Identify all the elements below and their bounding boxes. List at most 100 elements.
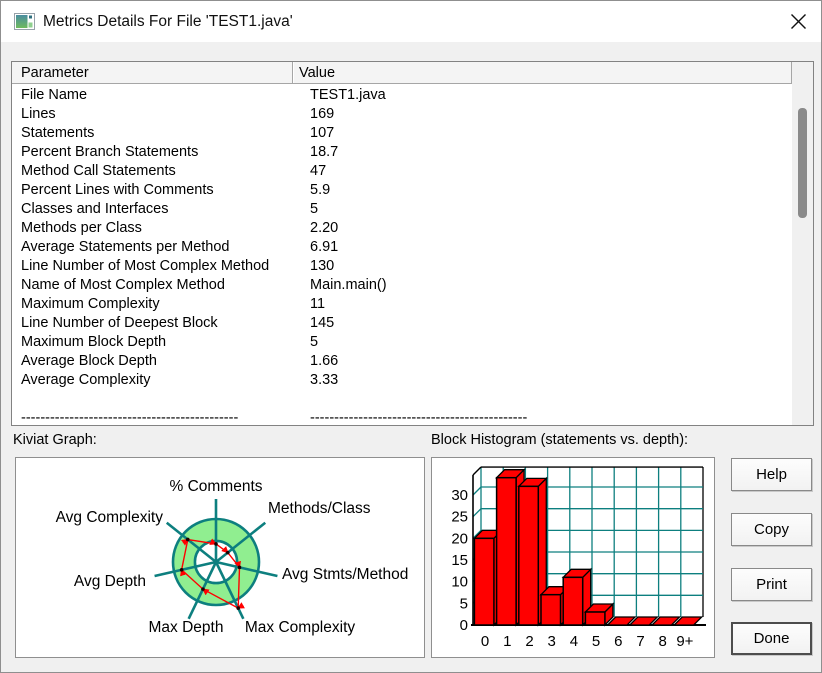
table-row[interactable]: Statements 107	[12, 124, 792, 143]
param-cell: Lines	[21, 106, 56, 122]
table-row[interactable]: Line Number of Most Complex Method 130	[12, 257, 792, 276]
titlebar: Metrics Details For File 'TEST1.java'	[1, 1, 821, 42]
table-header: Parameter Value	[12, 62, 792, 84]
table-row[interactable]	[12, 390, 792, 409]
histogram-bar	[584, 611, 606, 626]
table-row[interactable]: ----------------------------------------…	[12, 409, 792, 425]
kiviat-data-point	[225, 550, 230, 555]
table-row[interactable]: Percent Branch Statements 18.7	[12, 143, 792, 162]
histogram-xtick-label: 4	[570, 633, 578, 650]
table-row[interactable]: Lines 169	[12, 105, 792, 124]
table-row[interactable]: File Name TEST1.java	[12, 86, 792, 105]
histogram-ytick-label: 25	[451, 509, 468, 526]
window-title: Metrics Details For File 'TEST1.java'	[43, 12, 293, 30]
kiviat-axis-label: Methods/Class	[268, 500, 371, 517]
table-row[interactable]: Percent Lines with Comments 5.9	[12, 181, 792, 200]
histogram-bar	[495, 476, 517, 626]
table-scrollbar[interactable]	[792, 62, 813, 425]
histogram-ytick-label: 30	[451, 487, 468, 504]
table-row[interactable]: Methods per Class 2.20	[12, 219, 792, 238]
histogram-xtick-label: 0	[481, 633, 489, 650]
param-cell: ----------------------------------------…	[21, 410, 239, 425]
histogram-xtick-label: 5	[592, 633, 600, 650]
histogram-ytick-label: 0	[460, 617, 468, 634]
value-cell: Main.main()	[310, 277, 387, 293]
param-cell: Average Statements per Method	[21, 239, 230, 255]
column-header-parameter[interactable]: Parameter	[12, 62, 293, 83]
print-button[interactable]: Print	[731, 568, 812, 601]
histogram-wall-diagonal	[472, 529, 482, 539]
copy-button[interactable]: Copy	[731, 513, 812, 546]
table-row[interactable]: Method Call Statements 47	[12, 162, 792, 181]
histogram-xtick-label: 7	[636, 633, 644, 650]
metrics-table: Parameter Value File Name TEST1.java Lines…	[11, 61, 814, 426]
table-row[interactable]: Maximum Complexity 11	[12, 295, 792, 314]
value-cell: 5.9	[310, 182, 331, 198]
table-row[interactable]: Line Number of Deepest Block 145	[12, 314, 792, 333]
param-cell: Name of Most Complex Method	[21, 277, 225, 293]
param-cell: Line Number of Deepest Block	[21, 315, 218, 331]
param-cell: Maximum Block Depth	[21, 334, 167, 350]
dialog-body: Parameter Value File Name TEST1.java Lines…	[1, 42, 821, 672]
param-cell	[12, 390, 293, 409]
kiviat-axis-label: Avg Stmts/Method	[282, 566, 408, 583]
kiviat-data-point	[236, 606, 241, 610]
histogram-ytick-label: 15	[451, 552, 468, 569]
param-cell: Classes and Interfaces	[21, 201, 169, 217]
kiviat-data-point	[185, 537, 190, 542]
value-cell: 11	[310, 296, 326, 312]
value-cell: 47	[310, 163, 327, 179]
param-cell: Average Complexity	[21, 372, 151, 388]
histogram-xtick-label: 2	[525, 633, 533, 650]
histogram-bar	[473, 537, 495, 626]
kiviat-axis-label: Max Depth	[149, 619, 224, 636]
histogram-xtick-label: 6	[614, 633, 622, 650]
scrollbar-thumb[interactable]	[798, 108, 807, 218]
param-cell: File Name	[21, 87, 88, 103]
block-histogram-chart: 0 5 10 15 20 25 30 0 1 2 3 4 5 6 7 8 9+	[431, 457, 715, 658]
param-cell: Maximum Complexity	[21, 296, 160, 312]
kiviat-chart: % Comments Methods/Class Avg Stmts/Method M…	[15, 457, 425, 658]
value-cell: TEST1.java	[310, 87, 386, 103]
value-cell: 5	[310, 334, 319, 350]
table-row[interactable]: Average Statements per Method 6.91	[12, 238, 792, 257]
param-cell: Percent Branch Statements	[21, 144, 199, 160]
table-row[interactable]: Name of Most Complex Method Main.main()	[12, 276, 792, 295]
histogram-wall-diagonal	[472, 486, 482, 496]
kiviat-graph-label: Kiviat Graph:	[13, 432, 97, 448]
table-row[interactable]: Classes and Interfaces 5	[12, 200, 792, 219]
kiviat-data-point	[237, 565, 242, 570]
kiviat-axis-label: Max Complexity	[245, 619, 355, 636]
histogram-zero-bar	[650, 616, 682, 626]
help-button[interactable]: Help	[731, 458, 812, 491]
param-cell: Statements	[21, 125, 95, 141]
histogram-ytick-label: 20	[451, 530, 468, 547]
histogram-xtick-label: 8	[659, 633, 667, 650]
done-button[interactable]: Done	[731, 622, 812, 655]
histogram-bar	[540, 593, 562, 626]
histogram-zero-bar	[606, 616, 637, 626]
table-row[interactable]: Average Block Depth 1.66	[12, 352, 792, 371]
kiviat-data-point	[179, 568, 184, 572]
value-cell	[293, 390, 792, 409]
histogram-xtick-label: 9+	[676, 633, 693, 650]
param-cell: Percent Lines with Comments	[21, 182, 214, 198]
histogram-ytick-label: 10	[451, 574, 468, 591]
histogram-bar	[518, 485, 540, 626]
histogram-frame-diagonal	[472, 466, 482, 476]
close-button[interactable]	[779, 3, 817, 40]
histogram-zero-bar	[628, 616, 659, 626]
table-row[interactable]: Maximum Block Depth 5	[12, 333, 792, 352]
column-header-value[interactable]: Value	[293, 62, 792, 83]
value-cell: 145	[310, 315, 335, 331]
param-cell: Methods per Class	[21, 220, 142, 236]
kiviat-axis-label: % Comments	[169, 478, 262, 495]
param-cell: Line Number of Most Complex Method	[21, 258, 270, 274]
table-rows: File Name TEST1.java Lines 169 Statements 107…	[12, 85, 792, 425]
value-cell: 107	[310, 125, 335, 141]
table-row[interactable]: Average Complexity 3.33	[12, 371, 792, 390]
histogram-xtick-label: 1	[503, 633, 511, 650]
param-cell: Average Block Depth	[21, 353, 157, 369]
